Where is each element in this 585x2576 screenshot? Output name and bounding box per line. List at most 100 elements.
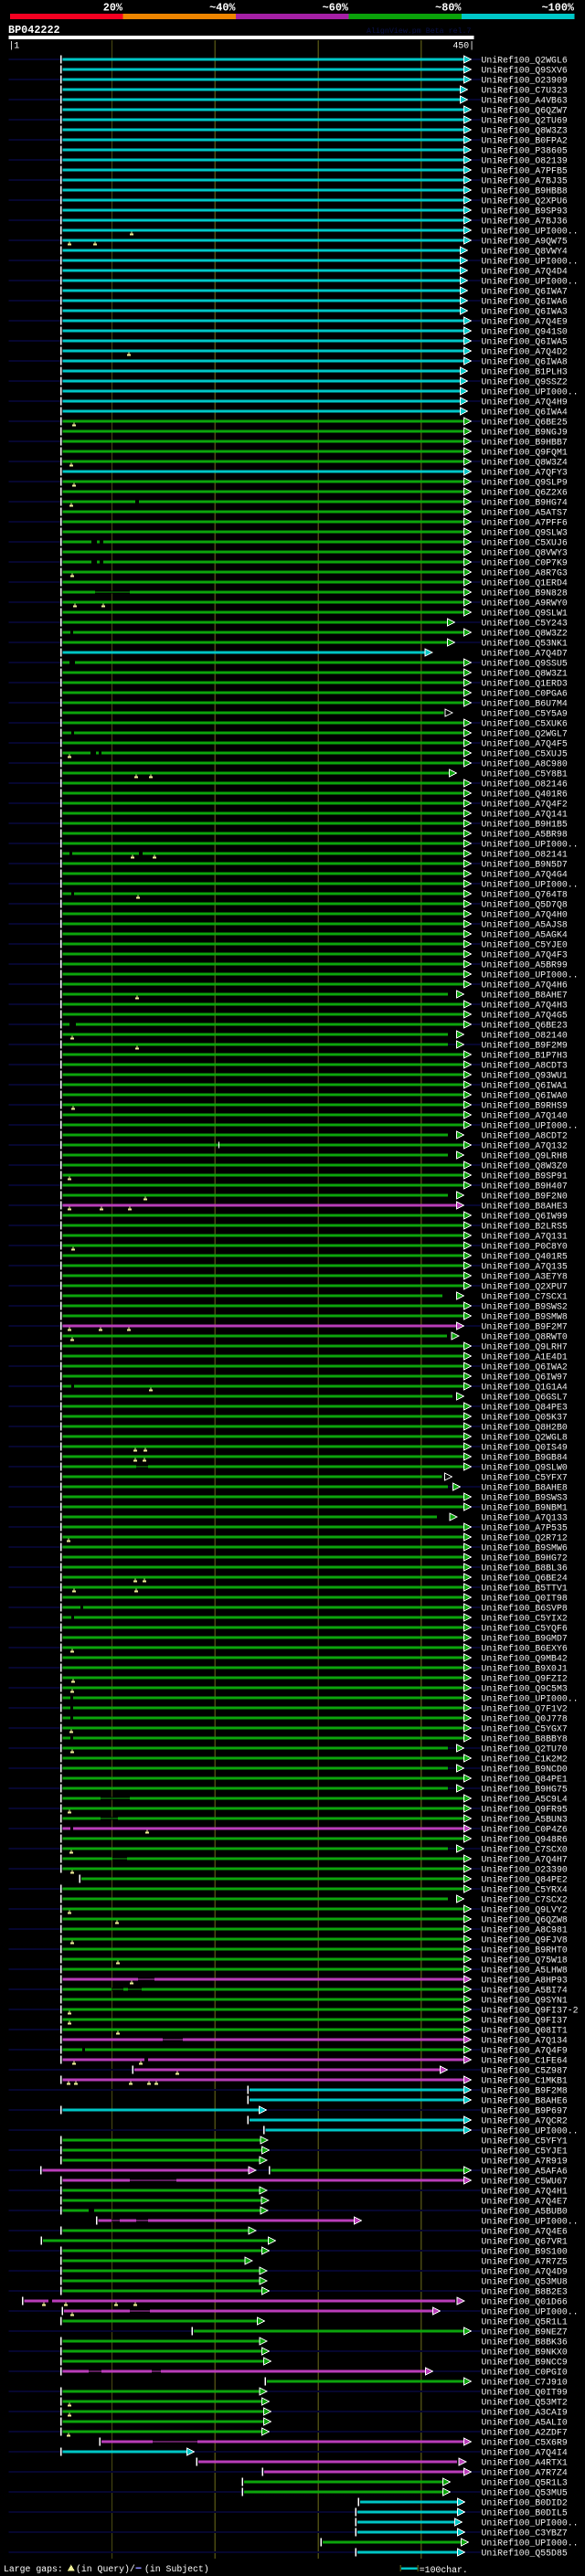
svg-text:UniRef100_B9N828: UniRef100_B9N828 [482,588,568,599]
svg-text:UniRef100_A7Q132: UniRef100_A7Q132 [482,1141,568,1151]
svg-text:UniRef100_C5YQF6: UniRef100_C5YQF6 [482,1624,568,1634]
svg-text:UniRef100_A8C981: UniRef100_A8C981 [482,1925,568,1935]
svg-text:UniRef100_B9S100: UniRef100_B9S100 [482,2247,568,2257]
svg-text:UniRef100_B9SP93: UniRef100_B9SP93 [482,207,568,217]
svg-text:UniRef100_Q0J778: UniRef100_Q0J778 [482,1714,568,1724]
svg-text:UniRef100_Q8VWY3: UniRef100_Q8VWY3 [482,548,568,558]
svg-text:UniRef100_Q6IW97: UniRef100_Q6IW97 [482,1373,568,1383]
svg-text:UniRef100_A7Q133: UniRef100_A7Q133 [482,1513,568,1523]
svg-text:UniRef100_B9NBM1: UniRef100_B9NBM1 [482,1503,568,1513]
svg-text:UniRef100_B9HBB7: UniRef100_B9HBB7 [482,438,568,448]
svg-text:~100%: ~100% [542,2,575,15]
svg-text:UniRef100_Q2WGL7: UniRef100_Q2WGL7 [482,729,568,739]
svg-text:UniRef100_Q8W3Z2: UniRef100_Q8W3Z2 [482,629,568,639]
svg-text:UniRef100_Q08IT1: UniRef100_Q08IT1 [482,2026,568,2036]
svg-text:UniRef100_A7Q4I4: UniRef100_A7Q4I4 [482,2448,568,2458]
svg-text:UniRef100_C5XUK6: UniRef100_C5XUK6 [482,719,568,729]
svg-text:UniRef100_C5YRX4: UniRef100_C5YRX4 [482,1885,568,1895]
svg-text:UniRef100_B1PLH3: UniRef100_B1PLH3 [482,367,568,377]
svg-text:UniRef100_Q5D7Q8: UniRef100_Q5D7Q8 [482,900,568,910]
svg-text:~40%: ~40% [209,2,236,15]
svg-text:UniRef100_A7Q4G5: UniRef100_A7Q4G5 [482,1011,568,1021]
svg-text:UniRef100_B9NGJ9: UniRef100_B9NGJ9 [482,428,568,438]
svg-text:UniRef100_Q9FZI2: UniRef100_Q9FZI2 [482,1674,568,1684]
svg-text:UniRef100_Q9SSU5: UniRef100_Q9SSU5 [482,659,568,669]
svg-text:UniRef100_A7Q4E6: UniRef100_A7Q4E6 [482,2227,568,2237]
svg-text:UniRef100_A7Q4H7: UniRef100_A7Q4H7 [482,1855,568,1865]
svg-text:UniRef100_Q0IT99: UniRef100_Q0IT99 [482,2388,568,2398]
svg-text:UniRef100_C3YBZ7: UniRef100_C3YBZ7 [482,2528,568,2539]
svg-text:~80%: ~80% [435,2,462,15]
svg-text:UniRef100_UPI000..: UniRef100_UPI000.. [482,1121,579,1131]
svg-text:UniRef100_C5YIX2: UniRef100_C5YIX2 [482,1614,568,1624]
svg-text:UniRef100_B9GB84: UniRef100_B9GB84 [482,1453,568,1463]
svg-text:UniRef100_C0PGI0: UniRef100_C0PGI0 [482,2368,568,2378]
svg-text:UniRef100_B9SMW8: UniRef100_B9SMW8 [482,1312,568,1322]
svg-text:UniRef100_Q6IWA3: UniRef100_Q6IWA3 [482,307,568,317]
svg-text:UniRef100_Q6IWA2: UniRef100_Q6IWA2 [482,1362,568,1373]
svg-text:UniRef100_A7Q4D2: UniRef100_A7Q4D2 [482,347,568,357]
svg-text:UniRef100_B6SVP8: UniRef100_B6SVP8 [482,1604,568,1614]
svg-text:UniRef100_B9HG72: UniRef100_B9HG72 [482,1553,568,1564]
svg-text:UniRef100_A7Q135: UniRef100_A7Q135 [482,1262,568,1272]
svg-text:UniRef100_B9HG75: UniRef100_B9HG75 [482,1785,568,1795]
svg-text:UniRef100_C5YFY1: UniRef100_C5YFY1 [482,2136,568,2147]
svg-text:UniRef100_C5YJE0: UniRef100_C5YJE0 [482,940,568,950]
svg-text:UniRef100_Q8VWY4: UniRef100_Q8VWY4 [482,247,568,257]
svg-text:UniRef100_UPI000..: UniRef100_UPI000.. [482,880,579,890]
svg-text:UniRef100_Q9SXV6: UniRef100_Q9SXV6 [482,66,568,76]
svg-text:UniRef100_Q6QZW8: UniRef100_Q6QZW8 [482,1915,568,1925]
svg-text:UniRef100_A5LHW8: UniRef100_A5LHW8 [482,1966,568,1976]
svg-text:UniRef100_A7PFB5: UniRef100_A7PFB5 [482,166,568,176]
svg-text:UniRef100_Q2TU69: UniRef100_Q2TU69 [482,116,568,126]
svg-text:UniRef100_C5XUJ5: UniRef100_C5XUJ5 [482,749,568,759]
svg-text:UniRef100_Q9LRH7: UniRef100_Q9LRH7 [482,1342,568,1352]
svg-text:UniRef100_A7PFF6: UniRef100_A7PFF6 [482,518,568,528]
svg-text:UniRef100_Q9SSZ2: UniRef100_Q9SSZ2 [482,377,568,387]
svg-text:UniRef100_B8B2E3: UniRef100_B8B2E3 [482,2287,568,2297]
svg-text:UniRef100_B9H407: UniRef100_B9H407 [482,1182,568,1192]
svg-text:UniRef100_A7QCR2: UniRef100_A7QCR2 [482,2116,568,2126]
svg-text:UniRef100_Q2XPU7: UniRef100_Q2XPU7 [482,1282,568,1292]
svg-text:UniRef100_A7BJ35: UniRef100_A7BJ35 [482,176,568,186]
svg-text:UniRef100_B8BL36: UniRef100_B8BL36 [482,1564,568,1574]
svg-text:AlignView.pm Beta rel.7: AlignView.pm Beta rel.7 [367,27,472,36]
svg-text:UniRef100_Q9FJV8: UniRef100_Q9FJV8 [482,1935,568,1945]
svg-text:UniRef100_B8AHE3: UniRef100_B8AHE3 [482,1202,568,1212]
svg-text:UniRef100_A3CAI9: UniRef100_A3CAI9 [482,2408,568,2418]
svg-text:UniRef100_Q9LVY2: UniRef100_Q9LVY2 [482,1905,568,1915]
svg-text:UniRef100_Q9SLP9: UniRef100_Q9SLP9 [482,478,568,488]
svg-text:UniRef100_A7Q4F5: UniRef100_A7Q4F5 [482,739,568,749]
svg-text:UniRef100_O82141: UniRef100_O82141 [482,850,568,860]
svg-text:UniRef100_Q6IWA7: UniRef100_Q6IWA7 [482,287,568,297]
svg-text:UniRef100_B9HBB8: UniRef100_B9HBB8 [482,186,568,196]
svg-text:UniRef100_Q8W3Z3: UniRef100_Q8W3Z3 [482,126,568,136]
svg-text:UniRef100_Q7F1V2: UniRef100_Q7F1V2 [482,1704,568,1714]
svg-text:UniRef100_B9SP91: UniRef100_B9SP91 [482,1171,568,1182]
svg-text:UniRef100_A7Q4E9: UniRef100_A7Q4E9 [482,317,568,327]
svg-text:UniRef100_A8CDT2: UniRef100_A8CDT2 [482,1131,568,1141]
svg-text:UniRef100_Q53MT2: UniRef100_Q53MT2 [482,2398,568,2408]
svg-text:UniRef100_Q5R1L3: UniRef100_Q5R1L3 [482,2478,568,2488]
svg-text:UniRef100_B9NCC9: UniRef100_B9NCC9 [482,2358,568,2368]
svg-text:UniRef100_Q8H2B0: UniRef100_Q8H2B0 [482,1423,568,1433]
svg-text:UniRef100_C5WU67: UniRef100_C5WU67 [482,2177,568,2187]
svg-text:UniRef100_Q764T8: UniRef100_Q764T8 [482,890,568,900]
svg-text:UniRef100_Q0IS49: UniRef100_Q0IS49 [482,1443,568,1453]
svg-text:450|: 450| [452,41,474,51]
svg-text:UniRef100_Q9FI37-2: UniRef100_Q9FI37-2 [482,2006,579,2016]
svg-text:UniRef100_B8AHE6: UniRef100_B8AHE6 [482,2096,568,2106]
svg-text:UniRef100_A7Q4H6: UniRef100_A7Q4H6 [482,981,568,991]
svg-text:UniRef100_B9SWS3: UniRef100_B9SWS3 [482,1493,568,1503]
svg-text:UniRef100_B6EXY6: UniRef100_B6EXY6 [482,1644,568,1654]
svg-text:UniRef100_Q0IT98: UniRef100_Q0IT98 [482,1594,568,1604]
svg-text:UniRef100_A5BI74: UniRef100_A5BI74 [482,1986,568,1996]
svg-text:20%: 20% [103,2,123,15]
svg-text:UniRef100_B8AHE7: UniRef100_B8AHE7 [482,991,568,1001]
svg-text:UniRef100_Q84PE1: UniRef100_Q84PE1 [482,1775,568,1785]
svg-text:UniRef100_Q6BE25: UniRef100_Q6BE25 [482,418,568,428]
svg-text:UniRef100_B9F2M9: UniRef100_B9F2M9 [482,1041,568,1051]
svg-text:UniRef100_C1FE64: UniRef100_C1FE64 [482,2056,568,2066]
svg-text:UniRef100_A5BUB0: UniRef100_A5BUB0 [482,2207,568,2217]
svg-text:UniRef100_Q9FI37: UniRef100_Q9FI37 [482,2016,568,2026]
